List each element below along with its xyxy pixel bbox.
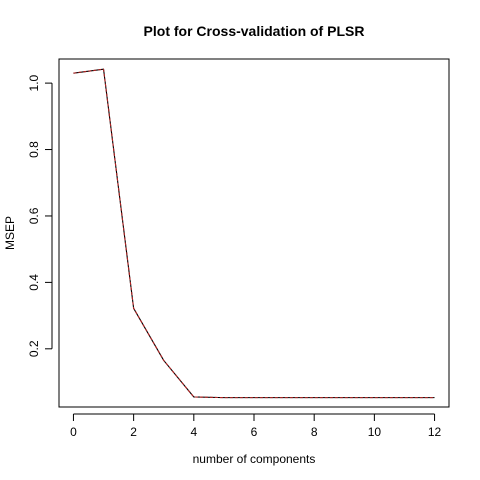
chart-title: Plot for Cross-validation of PLSR: [144, 23, 365, 39]
y-axis-label: MSEP: [3, 216, 17, 250]
y-tick-label: 0.2: [27, 340, 41, 357]
x-axis: 0 2 4 6 8 10 12: [70, 413, 442, 439]
x-tick-label: 2: [130, 425, 137, 439]
x-tick-label: 0: [70, 425, 77, 439]
x-tick-label: 10: [368, 425, 382, 439]
y-tick-label: 0.8: [27, 141, 41, 158]
plot-area-box: [58, 58, 450, 408]
x-axis-label: number of components: [193, 452, 316, 466]
x-tick-label: 6: [251, 425, 258, 439]
x-tick-label: 8: [311, 425, 318, 439]
x-tick-label: 4: [190, 425, 197, 439]
y-axis: 0.2 0.4 0.6 0.8 1.0: [27, 74, 53, 357]
y-tick-label: 1.0: [27, 74, 41, 91]
y-tick-label: 0.6: [27, 207, 41, 224]
series-line-adjcv: [73, 68, 435, 399]
x-tick-label: 12: [428, 425, 442, 439]
series-layer: [73, 68, 435, 399]
y-tick-label: 0.4: [27, 274, 41, 291]
series-line-cv: [73, 68, 435, 399]
